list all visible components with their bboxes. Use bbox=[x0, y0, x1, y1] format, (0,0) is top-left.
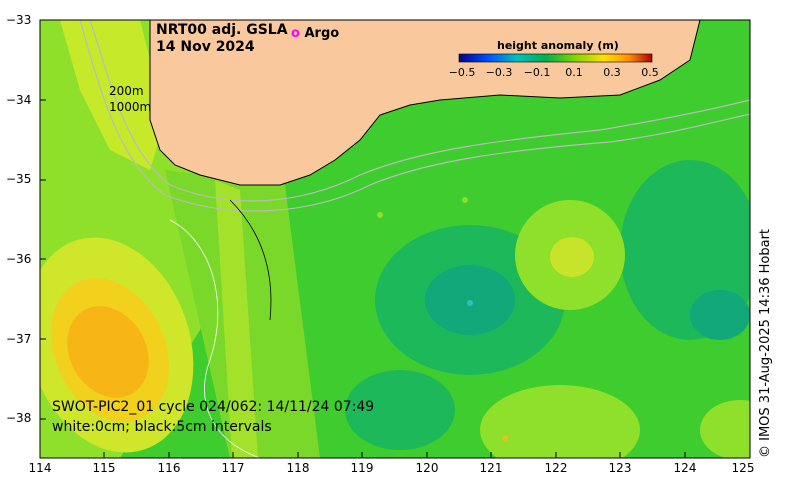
x-tick-label: 114 bbox=[28, 461, 52, 475]
axis-ticks bbox=[40, 19, 686, 458]
colorbar-tick: 0.3 bbox=[603, 66, 621, 79]
x-tick-label: 118 bbox=[286, 461, 310, 475]
argo-float-marker bbox=[377, 212, 383, 218]
colorbar bbox=[458, 53, 653, 63]
x-tick-label: 125 bbox=[731, 461, 755, 475]
warm-patch-southeast bbox=[700, 400, 750, 458]
x-tick-label: 122 bbox=[544, 461, 568, 475]
warm-core-inner bbox=[67, 306, 149, 398]
depth-label-200m: 200m bbox=[109, 84, 144, 98]
y-tick-label: −38 bbox=[6, 411, 32, 425]
contour-1000m bbox=[79, 20, 750, 212]
swot-nadir-strip bbox=[215, 180, 258, 458]
y-tick-label: −33 bbox=[6, 13, 32, 27]
contour-caption: white:0cm; black:5cm intervals bbox=[52, 419, 272, 435]
x-tick-label: 123 bbox=[608, 461, 632, 475]
y-tick-label: −37 bbox=[6, 332, 32, 346]
colorbar-tick: −0.1 bbox=[523, 66, 551, 79]
warm-eddy-east-core bbox=[550, 237, 594, 277]
warm-patch-south bbox=[480, 385, 640, 458]
argo-float-marker bbox=[462, 197, 468, 203]
y-tick-label: −36 bbox=[6, 252, 32, 266]
colorbar-tick: 0.1 bbox=[565, 66, 583, 79]
x-tick-label: 120 bbox=[415, 461, 439, 475]
x-tick-label: 116 bbox=[157, 461, 181, 475]
map-plot-area bbox=[40, 20, 750, 458]
map-date: 14 Nov 2024 bbox=[156, 39, 255, 55]
contour-200m bbox=[89, 20, 750, 202]
argo-legend: o Argo bbox=[291, 26, 339, 41]
x-tick-label: 115 bbox=[92, 461, 116, 475]
x-tick-label: 121 bbox=[479, 461, 503, 475]
depth-label-1000m: 1000m bbox=[109, 100, 152, 114]
x-tick-label: 117 bbox=[221, 461, 245, 475]
argo-float-marker bbox=[467, 300, 473, 306]
argo-float-marker bbox=[502, 435, 508, 441]
x-tick-label: 119 bbox=[350, 461, 374, 475]
y-tick-label: −34 bbox=[6, 93, 32, 107]
y-tick-label: −35 bbox=[6, 172, 32, 186]
anomaly-patch-northwest bbox=[60, 20, 165, 170]
cool-eddy-3 bbox=[345, 370, 455, 450]
colorbar-tick: −0.3 bbox=[485, 66, 513, 79]
argo-symbol: o bbox=[291, 26, 300, 41]
colorbar-title: height anomaly (m) bbox=[497, 39, 619, 52]
cool-eddy-2-core bbox=[690, 290, 750, 340]
credit-text: © IMOS 31-Aug-2025 14:36 Hobart bbox=[758, 228, 773, 458]
colorbar-tick: −0.5 bbox=[448, 66, 476, 79]
ssh-contour-5cm bbox=[229, 199, 272, 321]
map-title: NRT00 adj. GSLA bbox=[156, 22, 288, 38]
plot-frame bbox=[39, 19, 751, 459]
argo-label: Argo bbox=[304, 26, 340, 41]
colorbar-tick: 0.5 bbox=[641, 66, 659, 79]
ssh-contour-0cm bbox=[169, 219, 261, 458]
x-tick-label: 124 bbox=[673, 461, 697, 475]
swot-caption: SWOT-PIC2_01 cycle 024/062: 14/11/24 07:… bbox=[52, 399, 375, 415]
